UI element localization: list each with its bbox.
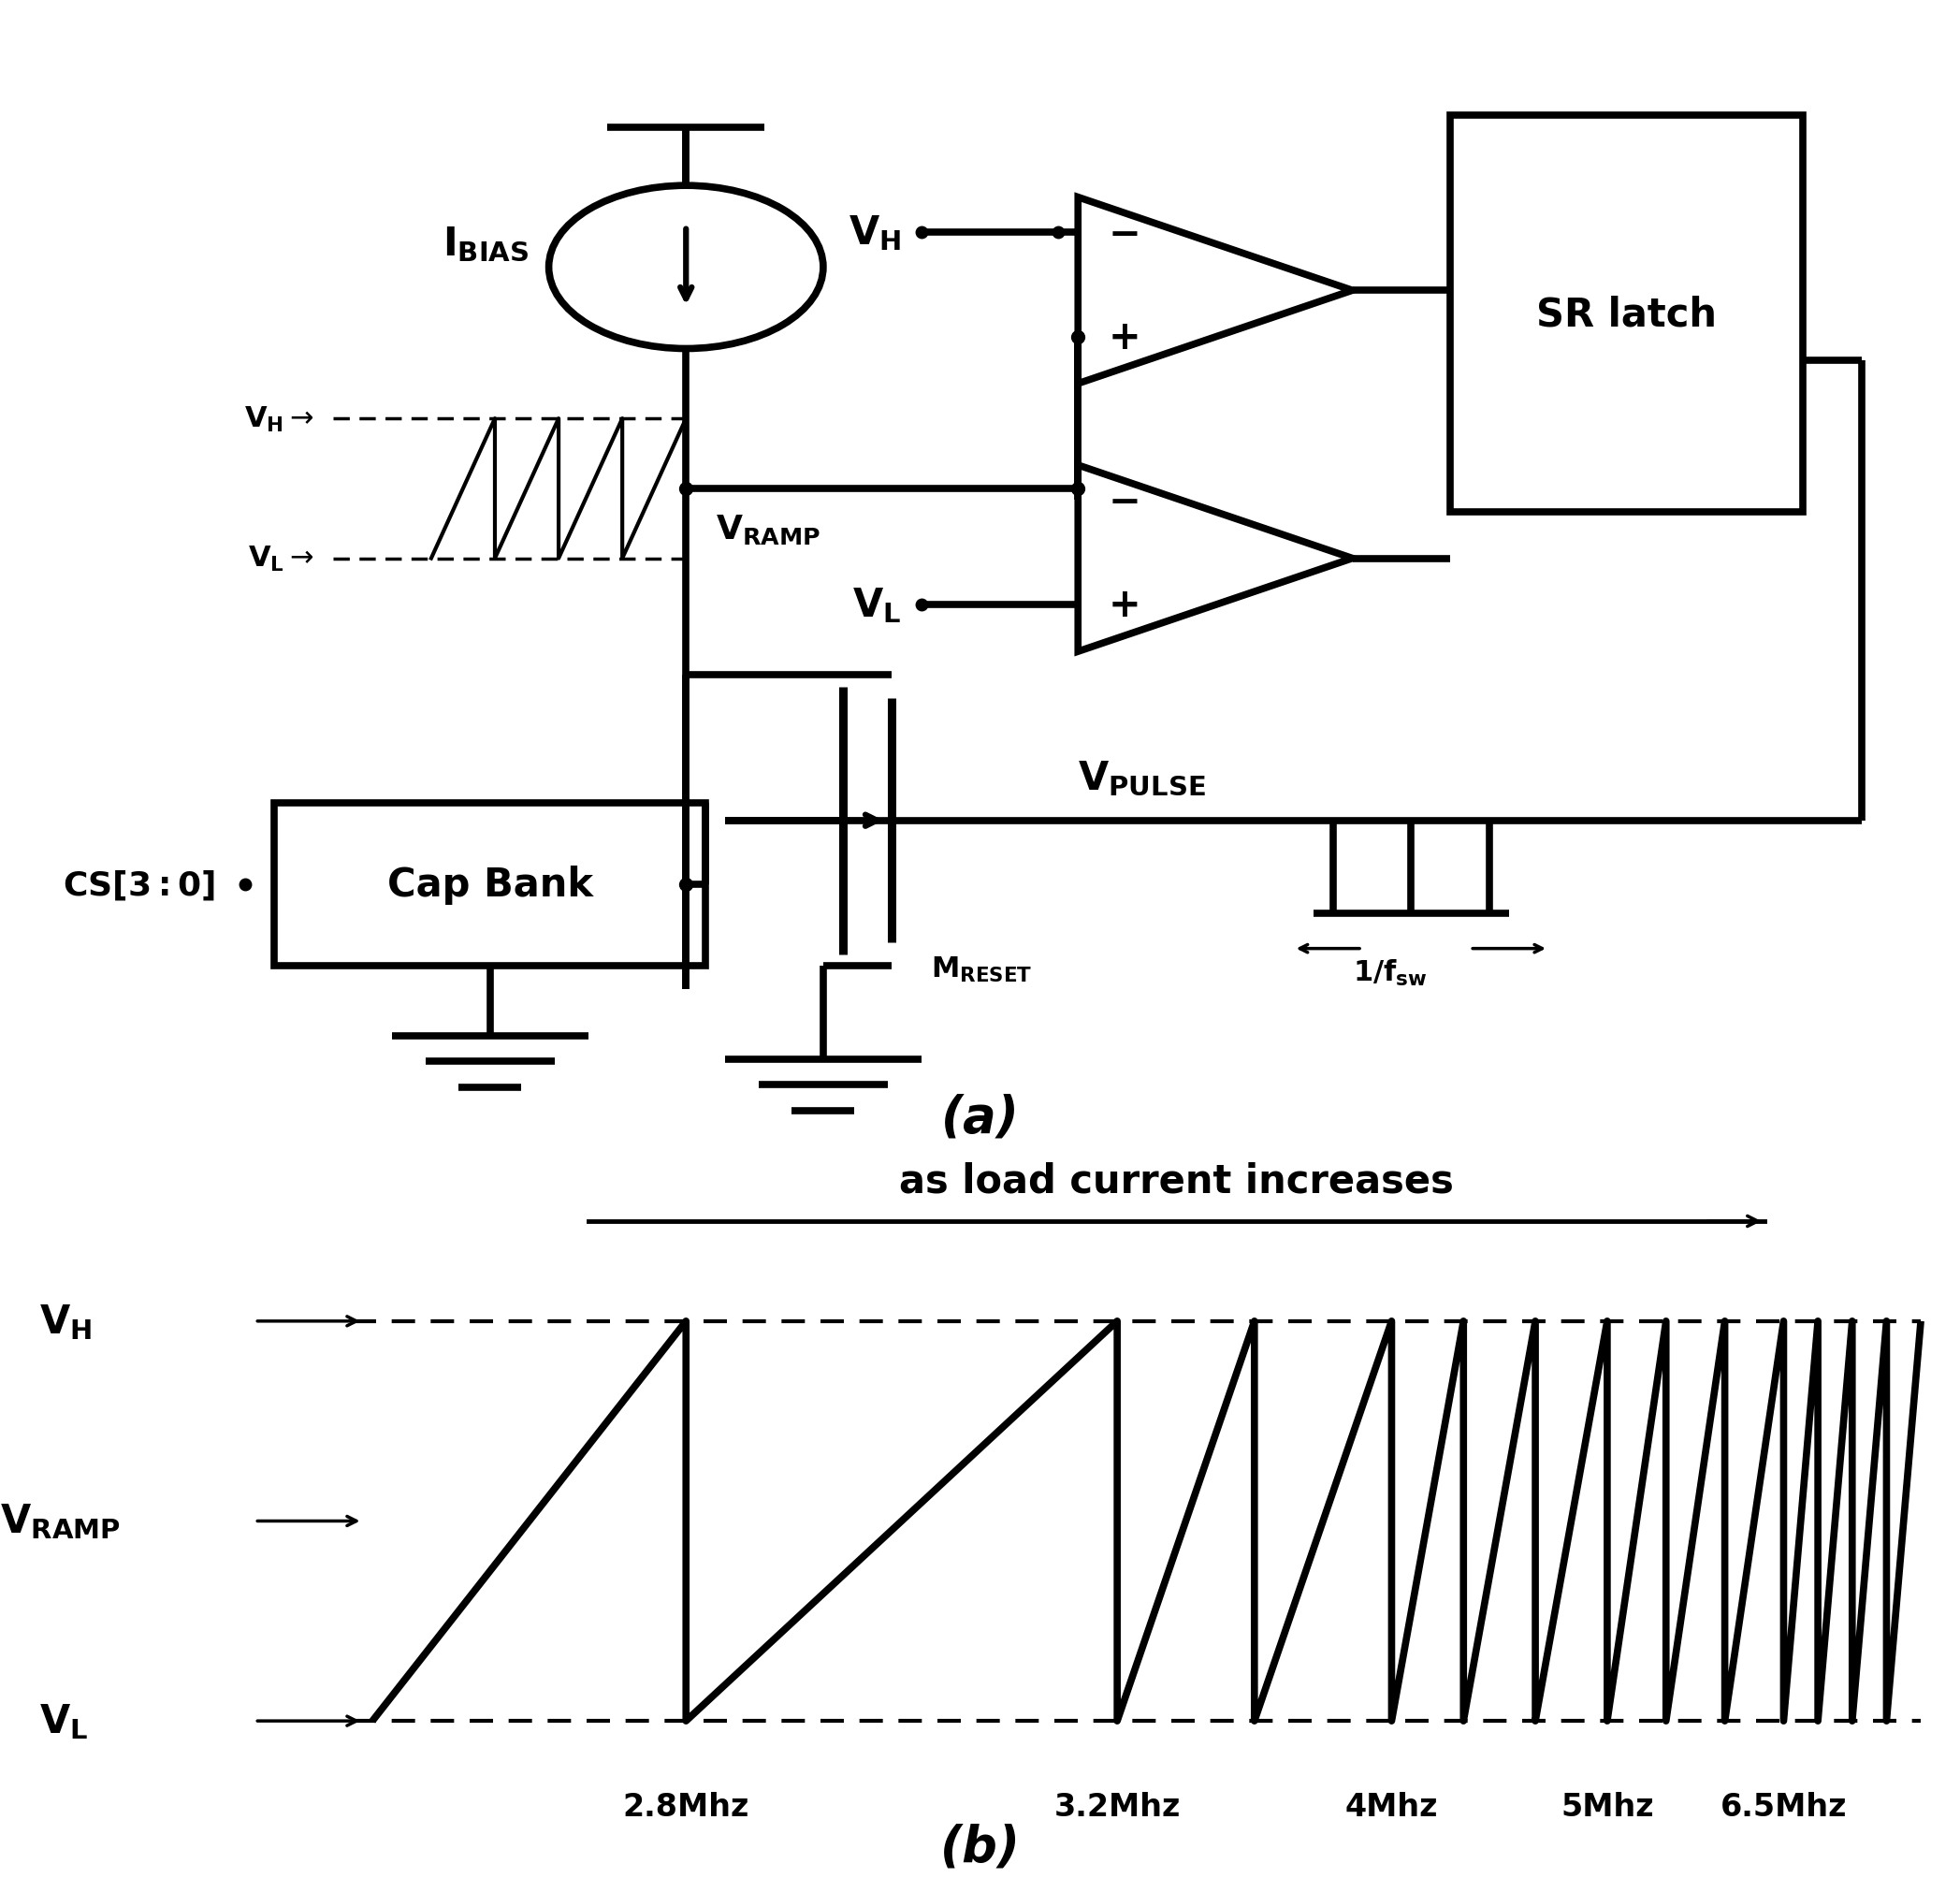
Text: (b): (b) (939, 1822, 1021, 1870)
Text: Cap Bank: Cap Bank (386, 866, 594, 905)
Text: $\bf{-}$: $\bf{-}$ (1107, 481, 1139, 520)
Text: $\mathbf{V_{RAMP}}$: $\mathbf{V_{RAMP}}$ (0, 1502, 120, 1540)
Text: $\mathbf{V_L}$: $\mathbf{V_L}$ (853, 586, 902, 625)
Text: $\mathbf{I_{BIAS}}$: $\mathbf{I_{BIAS}}$ (443, 225, 529, 265)
Text: $\mathbf{V_L}$$\rightarrow$: $\mathbf{V_L}$$\rightarrow$ (247, 545, 314, 573)
Text: (a): (a) (941, 1093, 1019, 1142)
Text: $\mathbf{V_{RAMP}}$: $\mathbf{V_{RAMP}}$ (715, 513, 819, 546)
Text: $\bf{+}$: $\bf{+}$ (1107, 586, 1137, 625)
Text: as load current increases: as load current increases (900, 1161, 1452, 1200)
Text: 6.5Mhz: 6.5Mhz (1721, 1792, 1846, 1822)
Text: $\mathbf{V_H}$$\rightarrow$: $\mathbf{V_H}$$\rightarrow$ (243, 404, 314, 434)
Text: $\mathbf{V_L}$: $\mathbf{V_L}$ (39, 1701, 88, 1741)
Text: 4Mhz: 4Mhz (1345, 1792, 1439, 1822)
Text: 5Mhz: 5Mhz (1560, 1792, 1654, 1822)
Bar (1450, 116, 1803, 513)
Text: $\bf{+}$: $\bf{+}$ (1107, 317, 1137, 357)
Text: $\bf{-}$: $\bf{-}$ (1107, 214, 1139, 252)
Text: $\mathbf{V_{PULSE}}$: $\mathbf{V_{PULSE}}$ (1078, 759, 1205, 798)
Text: 3.2Mhz: 3.2Mhz (1054, 1792, 1180, 1822)
Text: $\mathbf{V_H}$: $\mathbf{V_H}$ (39, 1301, 92, 1341)
Text: 2.8Mhz: 2.8Mhz (623, 1792, 749, 1822)
Bar (274, 804, 706, 967)
Text: $\mathbf{CS[3:0]}$: $\mathbf{CS[3:0]}$ (63, 868, 216, 901)
Text: $\mathbf{V_H}$: $\mathbf{V_H}$ (849, 214, 902, 252)
Text: SR latch: SR latch (1537, 295, 1717, 334)
Text: $\mathbf{M_{RESET}}$: $\mathbf{M_{RESET}}$ (931, 954, 1033, 984)
Text: $\mathbf{1/f_{sw}}$: $\mathbf{1/f_{sw}}$ (1352, 958, 1427, 988)
